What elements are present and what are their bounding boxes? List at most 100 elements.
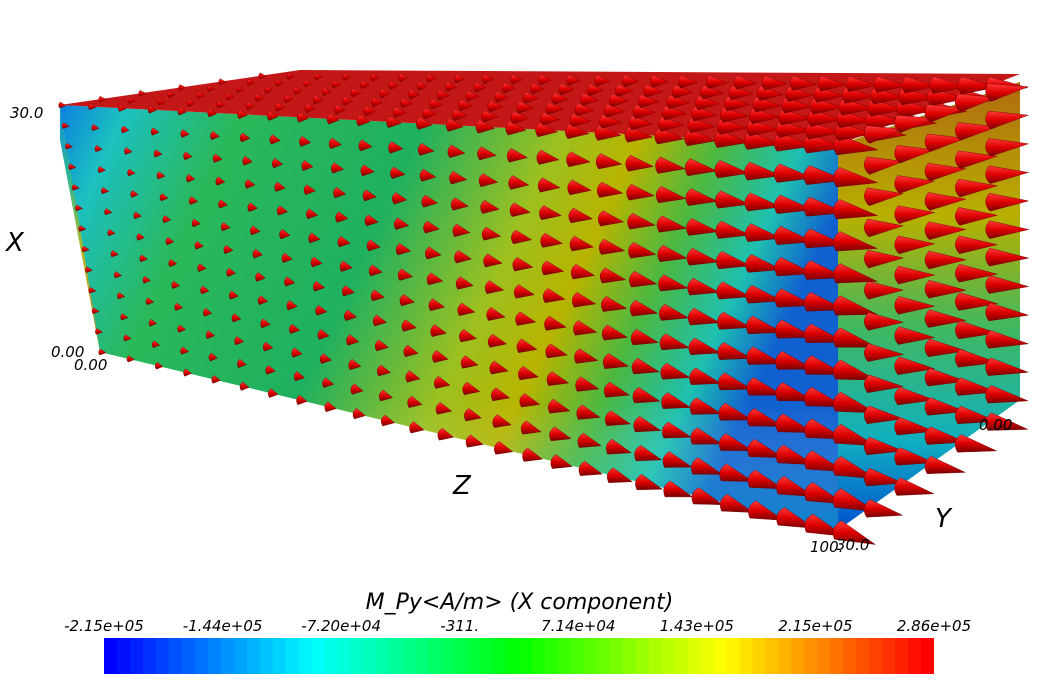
arrow-cone-glyph [955, 235, 998, 255]
arrow-cone-glyph [178, 84, 187, 91]
arrow-cone-glyph [494, 441, 514, 455]
arrow-cone-glyph [306, 208, 319, 220]
arrow-cone-glyph [293, 86, 303, 96]
colorbar-cell [493, 638, 507, 674]
arrow-cone-glyph [264, 86, 274, 94]
arrow-cone-glyph [833, 359, 877, 381]
arrow-cone-glyph [269, 134, 281, 145]
arrow-cone-glyph [955, 320, 998, 340]
colorbar-cell [480, 638, 494, 674]
arrow-cone-glyph [687, 277, 720, 296]
arrow-cone-glyph [512, 256, 534, 272]
arrow-cone-glyph [744, 223, 783, 242]
colorbar-cell [635, 638, 650, 674]
arrow-cone-glyph [299, 136, 312, 147]
arrow-cone-glyph [65, 142, 74, 150]
arrow-cone-glyph [98, 95, 107, 103]
arrow-cone-glyph [599, 267, 627, 284]
arrow-cone-glyph [147, 105, 157, 114]
arrow-cone-glyph [864, 281, 904, 300]
arrow-cone-glyph [700, 84, 724, 100]
arrow-cone-glyph [97, 166, 106, 174]
arrow-cone-glyph [460, 355, 479, 369]
arrow-cone-glyph [262, 341, 274, 352]
arrow-cone-glyph [341, 96, 354, 106]
arrow-cone-glyph [148, 319, 158, 327]
arrow-cone-glyph [661, 421, 692, 439]
arrow-cone-glyph [352, 408, 366, 420]
colorbar-cell [869, 638, 883, 674]
arrow-cone-glyph [283, 94, 294, 104]
arrow-cone-glyph [399, 293, 415, 307]
arrow-cone-glyph [464, 408, 482, 422]
arrow-cone-glyph [286, 72, 295, 80]
arrow-cone-glyph [177, 324, 186, 333]
y-axis-label: Y [935, 504, 953, 534]
colorbar-cell [674, 638, 689, 674]
arrow-cone-glyph [633, 416, 662, 433]
arrow-cone-glyph [661, 105, 688, 121]
colorbar-tick-label: -1.44e+05 [182, 617, 263, 635]
arrow-cone-glyph [723, 95, 752, 112]
arrow-cone-glyph [426, 73, 437, 83]
arrow-cone-glyph [183, 368, 192, 377]
arrow-cone-glyph [544, 315, 567, 331]
arrow-cone-glyph [955, 150, 998, 169]
arrow-cone-glyph [924, 280, 967, 299]
arrow-cone-glyph [136, 233, 145, 241]
colorbar [104, 638, 934, 674]
arrow-cone-glyph [817, 75, 847, 92]
arrow-cone-glyph [671, 84, 694, 99]
arrow-cone-glyph [761, 75, 788, 91]
arrow-cone-glyph [513, 284, 535, 299]
arrow-cone-glyph [252, 248, 263, 259]
arrow-cone-glyph [690, 106, 719, 122]
colorbar-cell [609, 638, 624, 674]
arrow-cone-glyph [863, 499, 903, 518]
colorbar-cell [596, 638, 611, 674]
arrow-cone-glyph [833, 231, 878, 252]
arrow-cone-glyph [578, 460, 603, 476]
arrow-cone-glyph [864, 436, 904, 456]
arrow-cone-glyph [929, 76, 967, 94]
arrow-cone-glyph [133, 211, 142, 220]
arrow-cone-glyph [628, 115, 654, 131]
arrow-cone-glyph [627, 212, 656, 230]
arrow-cone-glyph [228, 290, 239, 300]
arrow-cone-glyph [207, 84, 216, 92]
arrow-cone-glyph [576, 404, 601, 420]
arrow-cone-glyph [747, 469, 785, 490]
arrow-cone-glyph [465, 90, 480, 102]
arrow-cone-glyph [388, 141, 404, 154]
arrow-cone-glyph [291, 347, 303, 358]
arrow-cone-glyph [597, 210, 625, 227]
arrow-cone-glyph [203, 308, 213, 317]
arrow-cone-glyph [177, 106, 187, 116]
arrow-cone-glyph [924, 250, 967, 270]
arrow-cone-glyph [924, 367, 966, 387]
arrow-cone-glyph [894, 235, 935, 255]
arrow-cone-glyph [362, 189, 377, 202]
arrow-cone-glyph [833, 295, 878, 316]
arrow-cone-glyph [894, 356, 935, 375]
vector-glyph-field [58, 72, 1029, 545]
z-axis-max-tick: 100. [810, 538, 843, 556]
arrow-cone-glyph [482, 73, 494, 85]
colorbar-cell [882, 638, 896, 674]
arrow-cone-glyph [516, 101, 534, 114]
colorbar-tick-label: 7.14e+04 [541, 617, 616, 635]
arrow-cone-glyph [657, 116, 686, 132]
colorbar-cell [557, 638, 572, 674]
arrow-cone-glyph [718, 372, 753, 391]
arrow-cone-glyph [58, 101, 67, 109]
colorbar-cell [181, 638, 196, 674]
colorbar-cell [804, 638, 818, 674]
arrow-cone-glyph [314, 72, 323, 81]
arrow-cone-glyph [873, 75, 908, 93]
arrow-cone-glyph [260, 318, 271, 329]
arrow-cone-glyph [296, 111, 309, 123]
colorbar-cell [700, 638, 715, 674]
arrow-cone-glyph [494, 91, 510, 103]
arrow-cone-glyph [303, 79, 313, 88]
